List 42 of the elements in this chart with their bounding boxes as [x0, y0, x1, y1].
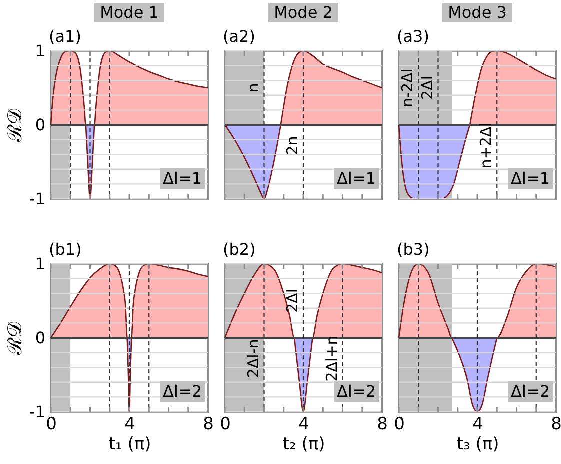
annotation: Δl=1	[163, 169, 202, 188]
x-tick-label: 0	[220, 414, 231, 434]
chart-title: (a2)	[223, 27, 256, 46]
chart-title: (b3)	[397, 240, 430, 259]
ref-line-label: 2Δl	[418, 76, 436, 100]
y-tick-label: 1	[35, 42, 46, 60]
chart-title: (a1)	[49, 27, 82, 46]
y-tick-label: 0	[35, 328, 46, 348]
annotation: Δl=2	[337, 382, 376, 401]
ref-line-label: 2Δl-n	[244, 339, 262, 378]
x-axis-title: t₃ (π)	[456, 434, 500, 454]
ref-line-label: 2n	[284, 136, 302, 156]
y-tick-label: -1	[30, 402, 46, 422]
x-tick-label: 8	[203, 414, 214, 434]
ref-line-label: n-2Δl	[398, 68, 417, 108]
x-tick-label: 4	[472, 414, 484, 434]
chart-subtitle: Mode 1	[100, 3, 159, 22]
y-tick-label: 0	[35, 116, 46, 134]
x-axis-title: t₂ (π)	[282, 434, 326, 454]
chart-subtitle: Mode 3	[448, 3, 507, 22]
annotation: Δl=2	[163, 382, 202, 401]
chart-title: (b2)	[223, 240, 256, 259]
chart-title: (a3)	[397, 27, 430, 46]
x-tick-label: 8	[377, 414, 388, 434]
x-tick-label: 4	[298, 414, 310, 434]
y-tick-label: -1	[30, 190, 46, 208]
annotation: Δl=1	[337, 169, 376, 188]
x-axis-title: t₁ (π)	[108, 434, 152, 454]
ref-line-label: n	[244, 83, 262, 93]
y-tick-label: 1	[35, 254, 46, 274]
annotation: Δl=2	[511, 382, 550, 401]
chart-subtitle: Mode 2	[274, 3, 333, 22]
y-axis-title: ℛ𝒟	[2, 109, 27, 143]
chart-title: (b1)	[49, 240, 82, 259]
x-tick-label: 0	[394, 414, 405, 434]
x-tick-label: 4	[124, 414, 136, 434]
ref-line-label: 2Δl+n	[322, 336, 341, 382]
ref-line-label: n+2Δl	[477, 122, 496, 169]
ref-line-label: 2Δl	[284, 289, 302, 313]
x-tick-label: 8	[551, 414, 561, 434]
annotation: Δl=1	[511, 169, 550, 188]
y-axis-title: ℛ𝒟	[2, 322, 27, 356]
